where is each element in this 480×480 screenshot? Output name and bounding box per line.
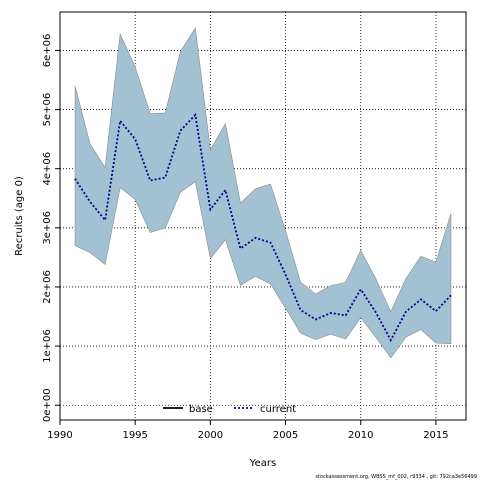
x-tick-label: 2000: [198, 430, 223, 441]
confidence-band: [74, 27, 452, 359]
y-tick-label: 3e+06: [42, 211, 53, 245]
footer-credit: stockassessment.org, WBSS_mf_002, r9334 …: [315, 474, 477, 480]
plot-frame: [59, 11, 467, 421]
x-tick-label: 2015: [423, 430, 448, 441]
y-axis-label: Recruits (age 0): [14, 176, 25, 256]
x-tick-label: 2010: [348, 430, 373, 441]
x-axis: 1990 1995 2000 2005 2010 2015: [47, 420, 449, 441]
legend: base current: [163, 404, 296, 415]
y-tick-label: 5e+06: [42, 93, 53, 127]
x-tick-label: 1995: [122, 430, 147, 441]
confidence-band-area: [74, 27, 452, 359]
y-tick-label: 1e+06: [42, 329, 53, 363]
x-axis-label: Years: [249, 458, 276, 469]
y-tick-label: 6e+06: [42, 34, 53, 68]
series-lines: [74, 112, 452, 343]
y-tick-label: 4e+06: [42, 152, 53, 186]
legend-label-current: current: [260, 404, 296, 415]
x-tick-label: 2005: [273, 430, 298, 441]
legend-label-base: base: [189, 404, 213, 415]
y-tick-label: 2e+06: [42, 270, 53, 304]
x-tick-label: 1990: [47, 430, 72, 441]
y-axis: 0e+00 1e+06 2e+06 3e+06 4e+06 5e+06 6e+06: [42, 34, 60, 422]
y-tick-label: 0e+00: [42, 388, 53, 422]
series-line-current: [74, 112, 452, 343]
